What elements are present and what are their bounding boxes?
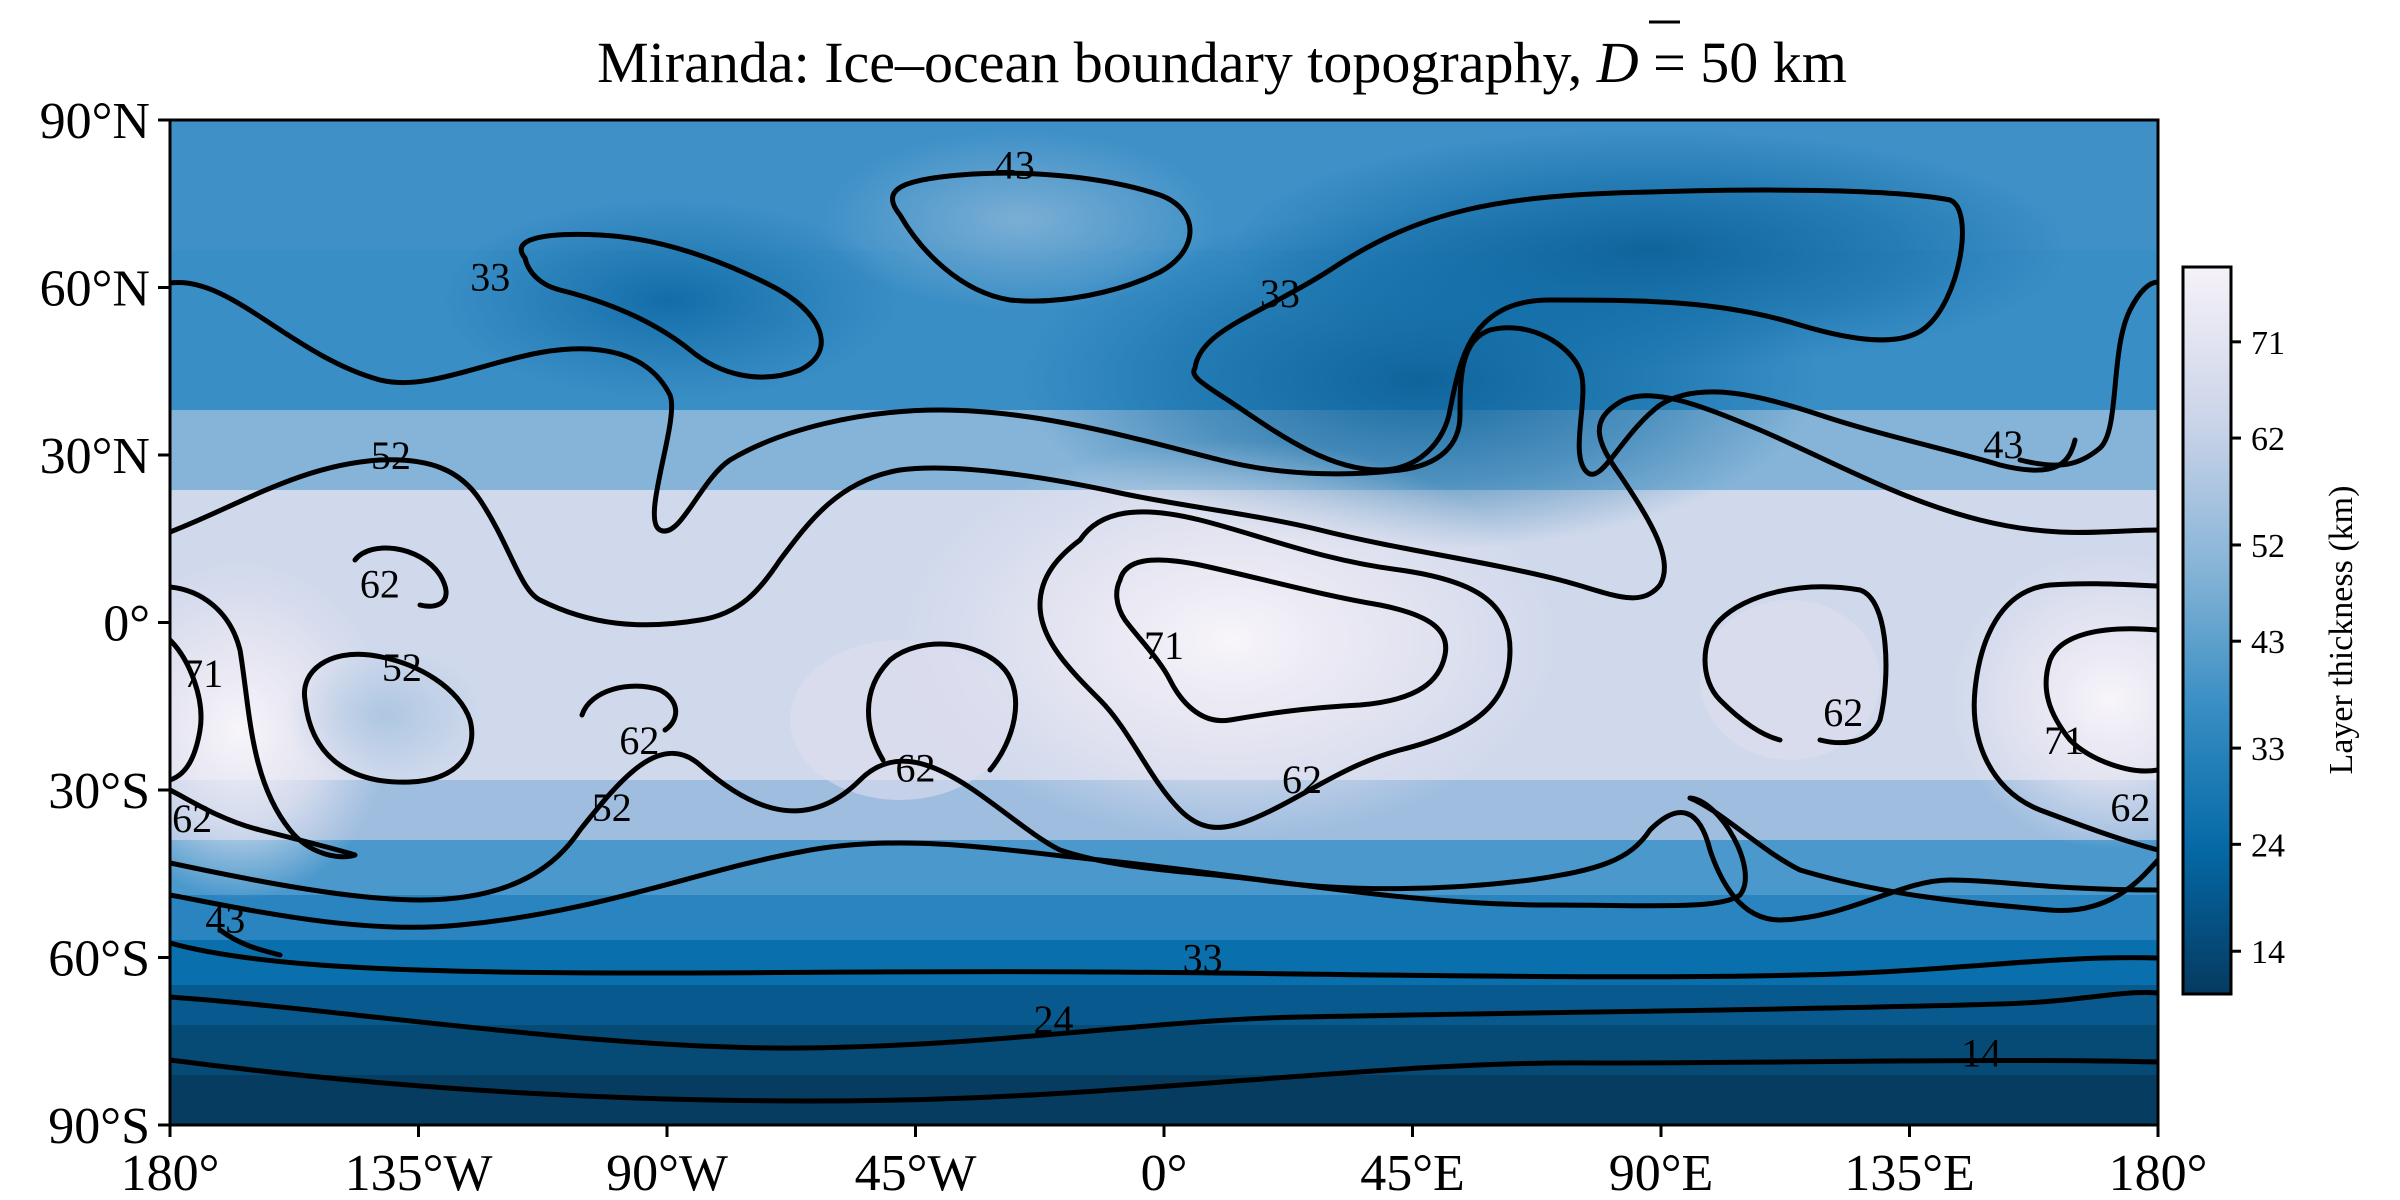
contour-label: 62 — [1823, 690, 1863, 735]
contour-label: 14 — [1961, 1030, 2001, 1075]
x-tick-label: 90°W — [606, 1145, 728, 1200]
colorbar-tick-label: 52 — [2251, 528, 2285, 565]
colorbar-tick-label: 33 — [2251, 731, 2285, 768]
x-tick-label: 135°W — [345, 1145, 493, 1200]
contour-label: 33 — [470, 254, 510, 299]
contour-line-43-north — [890, 170, 1193, 304]
colorbar-tick-label: 71 — [2251, 325, 2285, 362]
colorbar-label: Layer thickness (km) — [2323, 486, 2360, 775]
contour-line-62-east-edge — [1971, 581, 2158, 853]
contour-label: 33 — [1183, 936, 1223, 981]
contour-label: 62 — [2110, 785, 2150, 830]
colorbar-tick-label: 14 — [2251, 934, 2285, 971]
contour-line-71-east — [2043, 626, 2158, 774]
contour-lines — [170, 170, 2158, 1104]
contour-label: 62 — [172, 796, 212, 841]
x-tick-label: 45°E — [1360, 1145, 1465, 1200]
colorbar-tick-label: 62 — [2251, 421, 2285, 458]
contour-line-62-mid — [866, 641, 1019, 773]
contour-label: 52 — [382, 645, 422, 690]
contour-line-62-east — [1702, 584, 1889, 746]
x-tick-label: 135°E — [1844, 1145, 1975, 1200]
contour-line-33-east-low — [1191, 187, 1965, 473]
contour-label: 71 — [183, 651, 223, 696]
contour-line-33-main — [170, 279, 2078, 534]
y-tick-label: 60°S — [48, 931, 150, 988]
contour-line-52-blob — [301, 651, 475, 785]
contour-line-62-small — [579, 683, 679, 733]
contour-label: 52 — [592, 785, 632, 830]
contour-line-62-center — [1037, 509, 1513, 830]
contour-line-43-south — [217, 927, 283, 958]
contour-labels: 43 33 33 52 43 62 71 71 52 62 62 62 71 62 52 62 62 43 33 24… — [172, 143, 2150, 1076]
contour-label: 43 — [1983, 422, 2023, 467]
contour-label: 71 — [1144, 623, 1184, 668]
y-tick-label: 0° — [103, 596, 150, 653]
y-tick-label: 30°N — [40, 428, 150, 485]
contour-line-33-nw — [518, 231, 824, 380]
colorbar: 14 24 33 43 52 62 71 Layer thickness (km) — [2181, 265, 2360, 996]
x-axis: 180° 135°W 90°W 45°W 0° 45°E 90°E 135°E 180° — [121, 1125, 2208, 1200]
colorbar-tick-label: 24 — [2251, 827, 2285, 864]
contour-label: 43 — [995, 143, 1035, 188]
colorbar-tick-label: 43 — [2251, 624, 2285, 661]
contour-line-62-nw — [352, 545, 449, 609]
contour-line-52-main — [170, 750, 2158, 923]
chart-title: Miranda: Ice–ocean boundary topography, … — [597, 30, 1847, 95]
contour-line-14 — [170, 1057, 2158, 1104]
contour-line-71-center — [1114, 557, 1449, 724]
y-tick-label: 90°S — [48, 1098, 150, 1155]
contour-line-52-upper — [170, 393, 2158, 628]
contour-label: 43 — [205, 896, 245, 941]
contour-label: 62 — [896, 746, 936, 791]
contour-label: 24 — [1034, 997, 1074, 1042]
y-tick-label: 30°S — [48, 763, 150, 820]
y-tick-label: 90°N — [40, 93, 150, 150]
x-tick-label: 180° — [121, 1145, 220, 1200]
contour-label: 62 — [360, 561, 400, 606]
y-tick-label: 60°N — [40, 261, 150, 318]
contour-label: 52 — [371, 433, 411, 478]
colorbar-ticks: 14 24 33 43 52 62 71 — [2231, 325, 2285, 971]
contour-line-71-west — [170, 637, 204, 783]
contour-label: 62 — [619, 718, 659, 763]
x-tick-label: 45°W — [855, 1145, 977, 1200]
x-tick-label: 180° — [2109, 1145, 2208, 1200]
contour-label: 62 — [1282, 757, 1322, 802]
colorbar-gradient — [2181, 265, 2233, 996]
x-tick-label: 90°E — [1609, 1145, 1714, 1200]
contour-label: 33 — [1260, 271, 1300, 316]
plot-area: 43 33 33 52 43 62 71 71 52 62 62 62 71 62 52 62 62 43 33 24… — [170, 120, 2158, 1125]
y-axis: 90°N 60°N 30°N 0° 30°S 60°S 90°S — [40, 93, 170, 1155]
contour-label: 71 — [2044, 718, 2084, 763]
contour-line-43 — [170, 795, 2158, 930]
contour-line-62-west — [170, 584, 358, 860]
contour-line-33 — [170, 940, 2158, 980]
contour-line-43-east — [2017, 279, 2158, 468]
x-tick-label: 0° — [1141, 1145, 1188, 1200]
contour-line-24 — [170, 990, 2158, 1051]
